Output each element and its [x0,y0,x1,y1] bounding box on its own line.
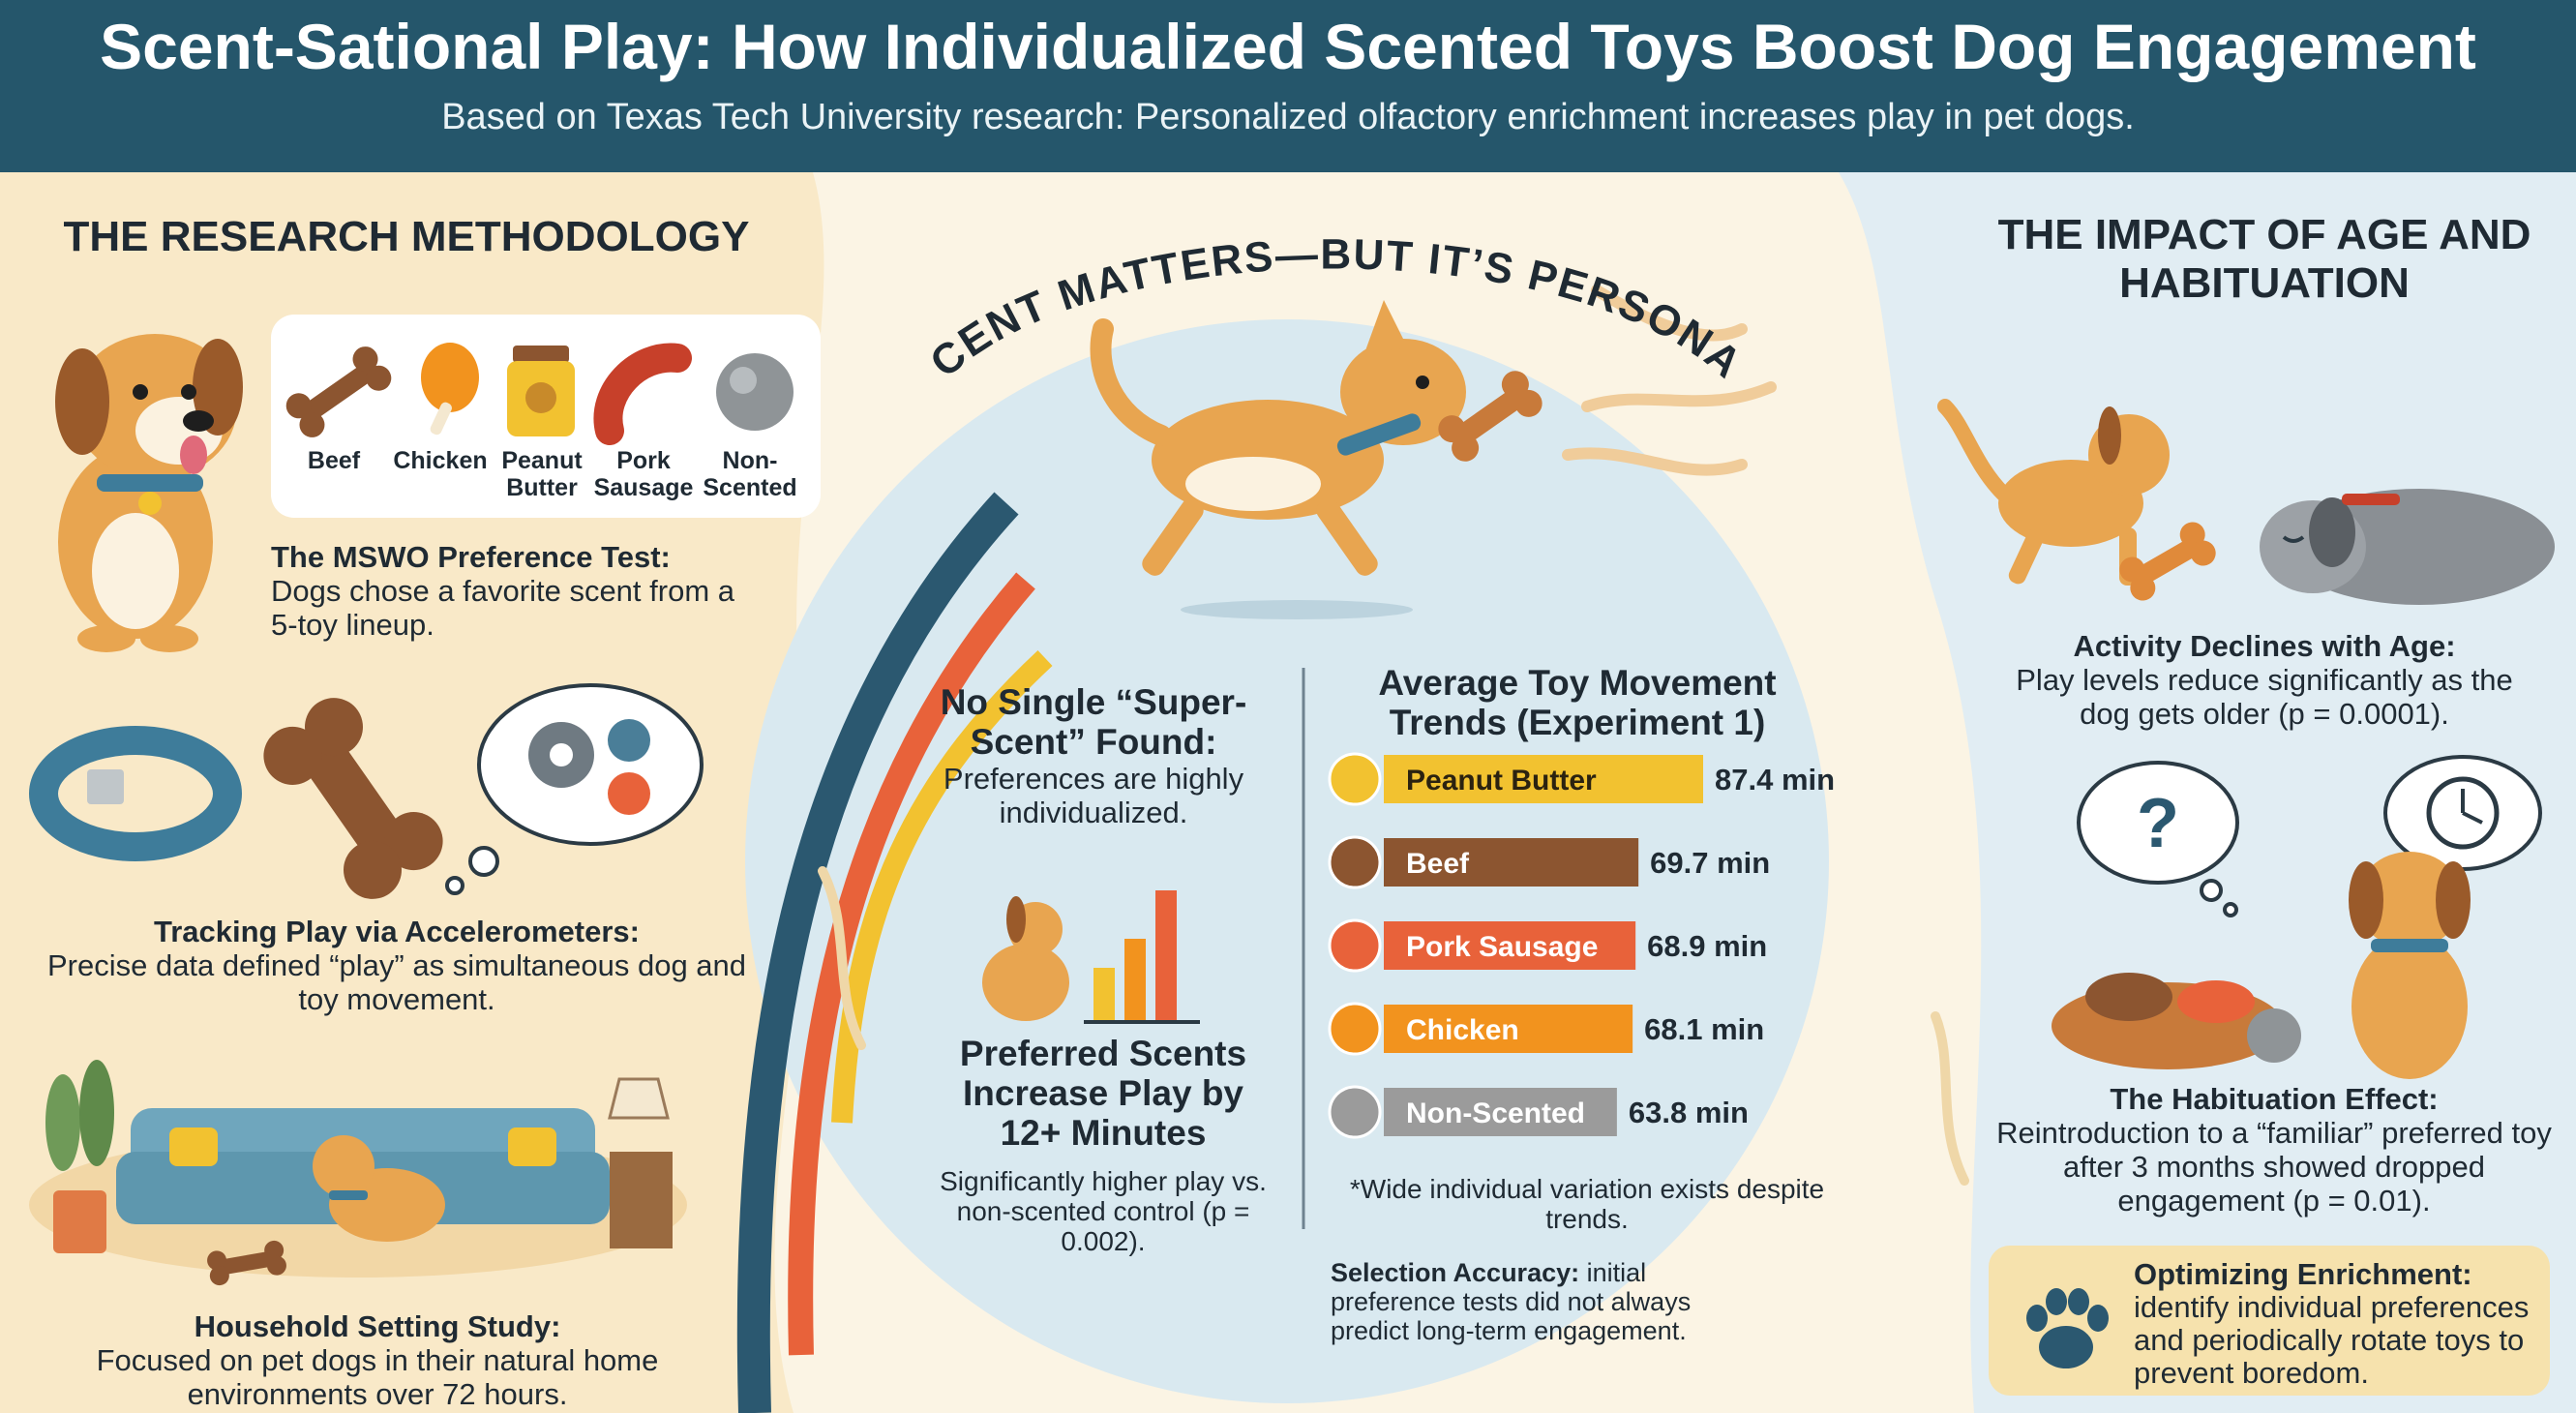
no-single-text: Preferences are highly individualized. [943,762,1244,829]
small-bone-icon [207,1240,286,1286]
beef-bone-icon [285,346,392,437]
beef-icon [1328,835,1382,889]
page-title: Scent-Sational Play: How Individualized … [100,11,2476,82]
accel-caption: Tracking Play via Accelerometers: Precis… [39,915,755,1016]
habituation-title: The Habituation Effect: [2110,1082,2439,1116]
preferred-title: Preferred Scents Increase Play by 12+ Mi… [959,1034,1247,1153]
dog-with-rising-bars-illustration [982,890,1200,1024]
no-single-title: No Single “Super-Scent” Found: [940,682,1247,762]
no-single-caption: No Single “Super-Scent” Found: Preferenc… [929,682,1258,829]
bar-value-pork-sausage: 68.9 min [1647,929,1767,963]
age-text: Play levels reduce significantly as the … [2016,663,2513,731]
bar-label-peanut-butter: Peanut Butter [1406,765,1597,797]
optimizing-caption: Optimizing Enrichment: identify individu… [2134,1258,2540,1390]
bar-beef [1384,838,1639,887]
toy-label-non-scented: Non-Scented [703,447,797,501]
deco-waves [818,866,1969,1186]
methodology-heading: THE RESEARCH METHODOLOGY [63,213,750,260]
toy-icons [285,343,794,445]
bar-non-scented [1384,1088,1617,1136]
bar-chicken [1384,1005,1633,1053]
bar-label-pork-sausage: Pork Sausage [1406,931,1598,963]
toy-label-chicken: Chicken [393,447,488,474]
peanut-butter-jar-icon [507,346,575,436]
household-title: Household Setting Study: [194,1309,561,1343]
age-habituation-heading: THE IMPACT OF AGE AND HABITUATION [1997,211,2531,307]
header-banner [0,0,2576,172]
svg-text:?: ? [2137,785,2179,862]
household-text: Focused on pet dogs in their natural hom… [96,1343,659,1411]
sleeping-old-dog-icon [2260,489,2555,605]
peanut-butter-icon [1328,752,1382,806]
carried-bone-icon [1438,371,1543,462]
bar-label-beef: Beef [1406,848,1470,880]
optimizing-callout [1989,1246,2550,1396]
page-subtitle: Based on Texas Tech University research:… [441,97,2135,137]
bar-pork-sausage [1384,921,1636,970]
age-title: Activity Declines with Age: [2073,629,2456,663]
non-scented-icon [1328,1085,1382,1139]
bar-label-chicken: Chicken [1406,1014,1519,1046]
age-caption: Activity Declines with Age: Play levels … [1993,629,2535,731]
accel-title: Tracking Play via Accelerometers: [153,915,640,948]
puppy-icon [1937,399,2170,586]
accelerometer-illustration [29,683,704,899]
playing-dog-icon [313,1135,445,1242]
bar-peanut-butter [1384,755,1703,803]
optimizing-title: Optimizing Enrichment: [2134,1257,2472,1291]
sitting-dog-illustration [55,334,243,652]
bar-label-non-scented: Non-Scented [1406,1097,1585,1129]
toy-labels: Beef Chicken Peanut Butter Pork Sausage … [281,447,813,515]
chart-title: Average Toy Movement Trends (Experiment … [1378,663,1777,742]
sitting-confused-dog-icon [2349,852,2471,1079]
arc-title: SCENT MATTERS—BUT IT’S PERSONAL [910,203,1750,388]
pork-sausage-icon [1328,918,1382,973]
household-caption: Household Setting Study: Focused on pet … [19,1309,735,1411]
bar-value-beef: 69.7 min [1650,846,1770,880]
pile-of-toys-icon [2052,973,2301,1069]
preferred-caption: Preferred Scents Increase Play by 12+ Mi… [929,1034,1277,1256]
toy-bone-orange-icon [2119,522,2216,601]
movement-bar-chart: Peanut Butter 87.4 min Beef 69.7 min Pork Sa… [1328,752,1835,1139]
dog-collar-icon [29,726,242,861]
toy-label-pork-sausage: Pork Sausage [593,447,694,501]
preferred-text: Significantly higher play vs. non-scente… [940,1166,1267,1256]
selection-caption: Selection Accuracy: initial preference t… [1331,1258,1718,1345]
living-room-illustration [29,1060,687,1286]
habituation-caption: The Habituation Effect: Reintroduction t… [1993,1082,2555,1218]
scent-waves [1562,285,1777,476]
bar-value-chicken: 68.1 min [1644,1012,1764,1046]
toy-label-beef: Beef [307,447,361,474]
non-scented-ball-icon [716,353,794,431]
paw-print-icon [2026,1288,2109,1368]
chicken-icon [1328,1002,1382,1056]
habituation-illustration: ? [2052,755,2542,1079]
bar-value-non-scented: 63.8 min [1629,1096,1749,1129]
selection-text: initial preference tests did not always … [1331,1258,1692,1345]
mswo-text: Dogs chose a favorite scent from a 5-toy… [271,574,735,642]
question-bubble-icon: ? [2077,761,2239,917]
mswo-title: The MSWO Preference Test: [271,540,671,574]
toy-label-peanut-butter: Peanut Butter [501,447,583,501]
running-dog-illustration [1090,300,1543,619]
optimizing-text: identify individual preferences and peri… [2134,1290,2530,1390]
chart-footnote: *Wide individual variation exists despit… [1349,1174,1825,1234]
thought-bubble-gears-icon [445,683,704,895]
mswo-caption: The MSWO Preference Test: Dogs chose a f… [271,540,735,642]
arc-blue [736,492,1019,1413]
pork-sausage-icon [593,343,692,445]
chicken-leg-icon [421,343,479,436]
selection-title: Selection Accuracy: [1331,1258,1580,1287]
toy-bone-icon [263,698,443,899]
lamp-icon [608,1077,673,1248]
arc-yellow [831,649,1053,1124]
young-and-old-dogs-illustration [1937,399,2555,605]
accel-text: Precise data defined “play” as simultane… [46,948,747,1016]
bar-value-peanut-butter: 87.4 min [1715,763,1835,797]
habituation-text: Reintroduction to a “familiar” preferred… [1996,1116,2552,1218]
potted-plant-icon [45,1060,114,1253]
